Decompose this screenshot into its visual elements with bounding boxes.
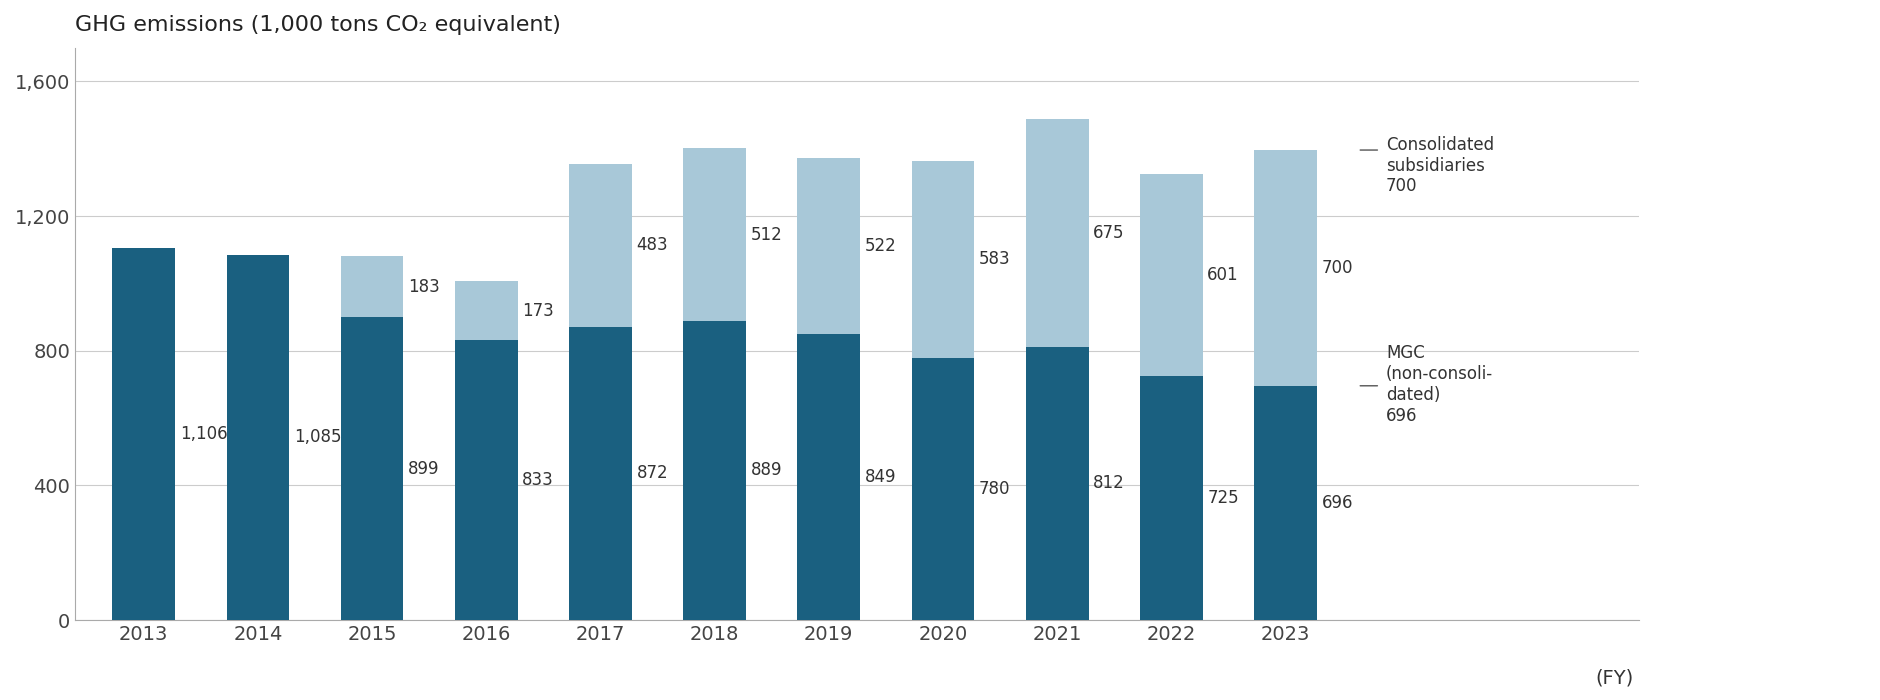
Text: 849: 849 [865, 468, 897, 486]
Bar [1254, 150, 1316, 386]
Bar [1139, 174, 1203, 376]
Text: 1,085: 1,085 [293, 428, 342, 447]
Bar [682, 148, 746, 321]
Bar [340, 317, 404, 620]
Bar [455, 340, 517, 620]
Text: 1,106: 1,106 [180, 425, 227, 443]
Bar [682, 321, 746, 620]
Text: 583: 583 [979, 251, 1011, 268]
Text: GHG emissions (1,000 tons CO₂ equivalent): GHG emissions (1,000 tons CO₂ equivalent… [75, 15, 560, 35]
Bar [1139, 376, 1203, 620]
Bar [113, 248, 175, 620]
Text: 780: 780 [979, 480, 1010, 498]
Text: 872: 872 [637, 464, 667, 482]
Text: 899: 899 [408, 460, 440, 478]
Bar [455, 281, 517, 340]
Text: 601: 601 [1207, 266, 1239, 284]
Bar [570, 164, 632, 326]
Bar [1026, 120, 1089, 346]
Text: 833: 833 [523, 471, 555, 489]
Bar [1254, 386, 1316, 620]
Bar [226, 255, 290, 620]
Text: 812: 812 [1092, 475, 1124, 493]
Bar [797, 158, 861, 335]
Text: MGC
(non-consoli-
dated)
696: MGC (non-consoli- dated) 696 [1386, 344, 1493, 425]
Bar [570, 326, 632, 620]
Text: 173: 173 [523, 302, 555, 319]
Text: 675: 675 [1092, 224, 1124, 242]
Bar [797, 335, 861, 620]
Text: 700: 700 [1322, 259, 1354, 277]
Text: (FY): (FY) [1596, 668, 1634, 688]
Text: 725: 725 [1207, 489, 1239, 507]
Text: 483: 483 [637, 236, 667, 254]
Bar [340, 256, 404, 317]
Bar [1026, 346, 1089, 620]
Bar [912, 161, 974, 358]
Text: 183: 183 [408, 278, 440, 295]
Text: Consolidated
subsidiaries
700: Consolidated subsidiaries 700 [1386, 136, 1495, 195]
Bar [912, 358, 974, 620]
Text: 889: 889 [750, 461, 782, 480]
Text: 512: 512 [750, 225, 782, 244]
Text: 696: 696 [1322, 494, 1354, 512]
Text: 522: 522 [865, 237, 897, 256]
